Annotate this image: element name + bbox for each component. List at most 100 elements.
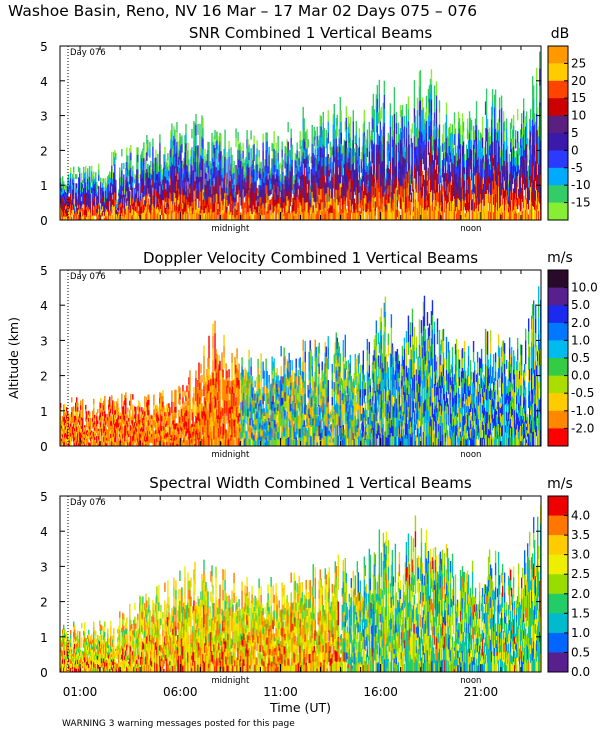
- heatmap-cell: [197, 145, 198, 156]
- heatmap-cell: [99, 210, 100, 212]
- heatmap-cell: [394, 87, 395, 101]
- heatmap-cell: [176, 142, 177, 152]
- heatmap-cell: [77, 411, 78, 416]
- heatmap-cell: [390, 150, 391, 162]
- heatmap-cell: [242, 143, 243, 151]
- heatmap-cell: [174, 130, 175, 139]
- heatmap-cell: [507, 170, 508, 179]
- heatmap-cell: [437, 183, 438, 193]
- heatmap-cell: [231, 161, 232, 168]
- heatmap-cell: [409, 135, 410, 145]
- heatmap-cell: [221, 162, 222, 169]
- heatmap-cell: [277, 153, 278, 162]
- heatmap-cell: [450, 124, 451, 134]
- heatmap-cell: [452, 124, 453, 134]
- heatmap-cell: [501, 95, 502, 108]
- heatmap-cell: [359, 165, 360, 174]
- heatmap-cell: [509, 154, 510, 161]
- heatmap-cell: [409, 125, 410, 135]
- heatmap-cell: [268, 155, 269, 163]
- heatmap-cell: [499, 110, 500, 123]
- heatmap-cell: [356, 132, 357, 143]
- heatmap-cell: [501, 120, 502, 133]
- heatmap-cell: [272, 212, 273, 220]
- heatmap-cell: [197, 124, 198, 135]
- heatmap-cell: [86, 419, 87, 423]
- heatmap-cell: [82, 423, 83, 428]
- heatmap-cell: [476, 113, 477, 125]
- heatmap-cell: [482, 127, 483, 138]
- heatmap-cell: [431, 99, 432, 114]
- heatmap-cell: [242, 151, 243, 159]
- heatmap-cell: [151, 190, 152, 195]
- heatmap-cell: [79, 168, 80, 174]
- heatmap-cell: [90, 426, 91, 429]
- heatmap-cell: [522, 183, 523, 193]
- heatmap-cell: [381, 107, 382, 119]
- heatmap-cell: [80, 410, 81, 415]
- heatmap-cell: [471, 150, 472, 160]
- heatmap-cell: [501, 108, 502, 121]
- heatmap-cell: [527, 146, 528, 154]
- heatmap-cell: [390, 138, 391, 150]
- heatmap-cell: [222, 199, 223, 205]
- heatmap-cell: [86, 415, 87, 419]
- heatmap-cell: [211, 133, 212, 142]
- heatmap-cell: [195, 125, 196, 136]
- heatmap-cell: [377, 85, 378, 99]
- heatmap-cell: [486, 102, 487, 115]
- heatmap-cell: [158, 215, 159, 221]
- heatmap-cell: [152, 138, 153, 146]
- heatmap-cell: [337, 115, 338, 126]
- heatmap-cell: [379, 80, 380, 94]
- panel-snr: SNR Combined 1 Vertical BeamsDay 0760123…: [40, 24, 590, 234]
- heatmap-cell: [132, 177, 133, 183]
- heatmap-cell: [408, 109, 409, 122]
- heatmap-cell: [460, 153, 461, 163]
- heatmap-cell: [440, 153, 441, 161]
- heatmap-cell: [454, 112, 455, 123]
- heatmap-cell: [132, 166, 133, 172]
- heatmap-cell: [149, 142, 150, 150]
- heatmap-cell: [97, 424, 98, 428]
- heatmap-cell: [309, 173, 310, 180]
- heatmap-cell: [436, 81, 437, 95]
- heatmap-cell: [478, 130, 479, 139]
- colorbar-swatch: [548, 81, 568, 99]
- heatmap-cell: [159, 151, 160, 160]
- heatmap-cell: [396, 145, 397, 156]
- heatmap-cell: [396, 123, 397, 134]
- heatmap-cell: [100, 403, 101, 408]
- heatmap-cell: [253, 135, 254, 144]
- heatmap-cell: [275, 158, 276, 166]
- heatmap-cell: [384, 95, 385, 109]
- heatmap-cell: [137, 147, 138, 155]
- heatmap-cell: [121, 170, 122, 177]
- heatmap-cell: [143, 150, 144, 158]
- heatmap-cell: [460, 134, 461, 144]
- heatmap-cell: [265, 202, 266, 211]
- heatmap-cell: [147, 140, 148, 148]
- heatmap-cell: [98, 192, 99, 198]
- heatmap-cell: [296, 150, 297, 158]
- heatmap-cell: [228, 141, 229, 149]
- heatmap-cell: [138, 174, 139, 179]
- heatmap-cell: [446, 103, 447, 115]
- heatmap-cell: [353, 132, 354, 143]
- heatmap-cell: [409, 144, 410, 154]
- heatmap-cell: [98, 186, 99, 192]
- heatmap-cell: [99, 206, 100, 208]
- heatmap-cell: [411, 202, 412, 211]
- heatmap-cell: [402, 105, 403, 117]
- heatmap-cell: [171, 123, 172, 133]
- colorbar-label: 25: [571, 56, 586, 70]
- heatmap-cell: [406, 116, 407, 128]
- heatmap-cell: [90, 193, 91, 197]
- heatmap-cell: [76, 174, 77, 179]
- heatmap-cell: [404, 116, 405, 127]
- heatmap-cell: [436, 95, 437, 109]
- heatmap-cell: [359, 156, 360, 165]
- heatmap-cell: [504, 121, 505, 131]
- heatmap-cell: [513, 125, 514, 136]
- heatmap-cell: [202, 128, 203, 139]
